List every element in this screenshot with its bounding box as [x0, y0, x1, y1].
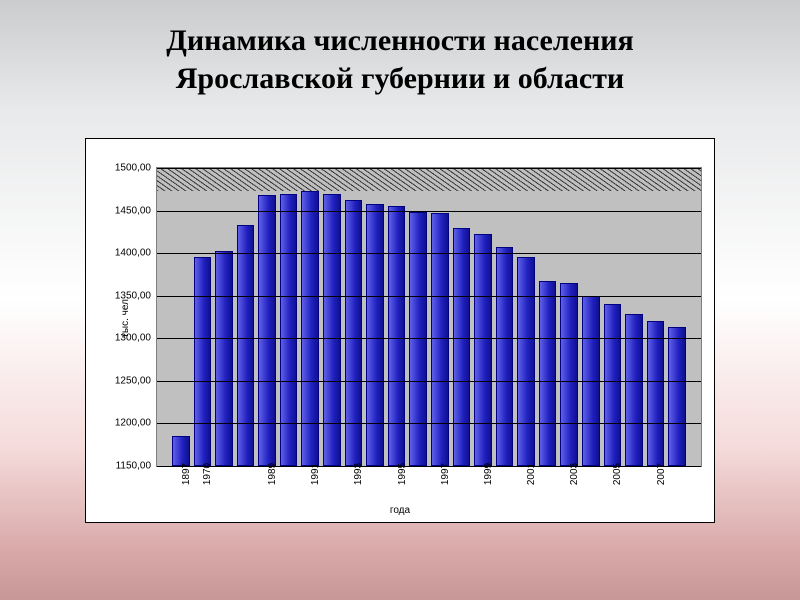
bar-slot — [625, 168, 643, 466]
y-tick-label: 1500,00 — [115, 163, 151, 174]
bar — [194, 257, 212, 466]
bar — [431, 213, 449, 466]
bar-slot: 2005 — [604, 168, 622, 466]
bar-slot — [215, 168, 233, 466]
bar-slot — [582, 168, 600, 466]
bar — [323, 194, 341, 466]
bar-slot — [280, 168, 298, 466]
bar-slot: 1997 — [431, 168, 449, 466]
bar-slot: 1991 — [301, 168, 319, 466]
y-tick-label: 1350,00 — [115, 290, 151, 301]
bar-slot: 2003 — [560, 168, 578, 466]
population-chart: 18971970 1989 1991 1993 1995 1997 1999 2001 2003… — [85, 138, 715, 523]
bar-slot: 1995 — [388, 168, 406, 466]
bar — [345, 200, 363, 466]
bar-slot — [668, 168, 686, 466]
bar-slot: 1897 — [172, 168, 190, 466]
bar-slot — [453, 168, 471, 466]
bar — [625, 314, 643, 466]
gridline — [157, 466, 701, 467]
bar-slot — [409, 168, 427, 466]
gridline — [157, 253, 701, 254]
bar — [453, 228, 471, 466]
bar — [560, 283, 578, 466]
plot-area: 18971970 1989 1991 1993 1995 1997 1999 2001 2003… — [156, 167, 702, 467]
bar — [668, 327, 686, 466]
y-axis-label: тыс. чел. — [120, 296, 131, 337]
y-tick-label: 1400,00 — [115, 248, 151, 259]
bar — [647, 321, 665, 466]
title-line1: Динамика численности населения — [166, 24, 634, 57]
bar-slot — [496, 168, 514, 466]
bar-slot — [366, 168, 384, 466]
bar — [474, 234, 492, 466]
bar — [280, 194, 298, 466]
bar — [258, 195, 276, 466]
y-tick-label: 1300,00 — [115, 333, 151, 344]
bar — [539, 281, 557, 466]
bar — [517, 257, 535, 466]
title-line2: Ярославской губернии и области — [176, 62, 624, 95]
bar — [388, 206, 406, 466]
bar-slot: 1989 — [258, 168, 276, 466]
y-tick-label: 1450,00 — [115, 205, 151, 216]
bar-slot: 1993 — [345, 168, 363, 466]
bar-slot: 1999 — [474, 168, 492, 466]
bar-slot: 2007 — [647, 168, 665, 466]
y-tick-label: 1250,00 — [115, 375, 151, 386]
bar — [301, 191, 319, 466]
gridline — [157, 423, 701, 424]
bar — [604, 304, 622, 466]
gridline — [157, 296, 701, 297]
bar — [366, 204, 384, 466]
y-tick-label: 1150,00 — [116, 461, 151, 472]
hatch-region — [157, 168, 701, 191]
bar — [215, 251, 233, 466]
bar-slot — [237, 168, 255, 466]
y-tick-label: 1200,00 — [115, 418, 151, 429]
bar — [172, 436, 190, 466]
bar-slot — [539, 168, 557, 466]
gridline — [157, 338, 701, 339]
bar-slot: 1970 — [194, 168, 212, 466]
gridline — [157, 168, 701, 169]
bar-slot — [323, 168, 341, 466]
bar-slot: 2001 — [517, 168, 535, 466]
gridline — [157, 211, 701, 212]
gridline — [157, 381, 701, 382]
slide-title: Динамика численности населения Ярославск… — [0, 0, 800, 97]
x-axis-label: года — [86, 505, 714, 516]
bar — [237, 225, 255, 466]
bar — [496, 247, 514, 466]
